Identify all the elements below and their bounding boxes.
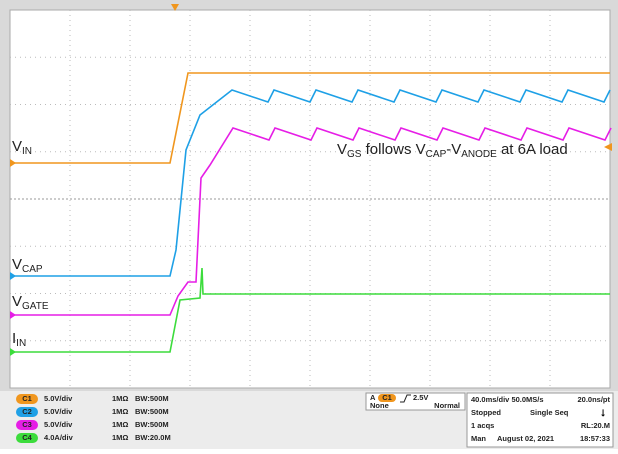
channel-impedance: 1MΩ	[112, 407, 128, 416]
channel-marker	[10, 272, 16, 280]
annotation: VGS follows VCAP-VANODE at 6A load	[337, 141, 568, 160]
channel-impedance: 1MΩ	[112, 420, 128, 429]
trace-vgate	[10, 127, 612, 316]
record-length: RL:20.M	[581, 421, 610, 430]
waveform-label: VGATE	[12, 293, 49, 312]
trigger-mode: Normal	[434, 401, 460, 410]
channel-badge	[16, 407, 38, 417]
trace-iin	[10, 267, 610, 353]
trigger-source: C1	[382, 393, 392, 402]
label-main: V	[12, 293, 22, 310]
annotation-part: follows V	[361, 141, 425, 158]
channel-marker	[10, 348, 16, 356]
label-main: V	[12, 256, 22, 273]
resolution: 20.0ns/pt	[577, 395, 610, 404]
channel-bandwidth: BW:500M	[135, 420, 169, 429]
channel-badge-label: C2	[22, 407, 32, 416]
channel-scale: 5.0V/div	[44, 394, 73, 403]
channel-bandwidth: BW:500M	[135, 394, 169, 403]
trigger-label: A	[370, 393, 376, 402]
channel-badge	[16, 394, 38, 404]
channel-scale: 4.0A/div	[44, 433, 74, 442]
waveform-label: VIN	[12, 138, 32, 157]
label-main: V	[12, 138, 22, 155]
channel-badge-label: C4	[22, 433, 32, 442]
waveform-label: IIN	[12, 330, 26, 349]
channel-impedance: 1MΩ	[112, 433, 128, 442]
channel-scale: 5.0V/div	[44, 420, 73, 429]
channel-impedance: 1MΩ	[112, 394, 128, 403]
trigger-level-marker	[604, 143, 612, 151]
timebase: 40.0ms/div 50.0MS/s	[471, 395, 544, 404]
channel-bandwidth: BW:500M	[135, 407, 169, 416]
channel-bandwidth: BW:20.0M	[135, 433, 171, 442]
channel-badge	[16, 420, 38, 430]
label-sub: CAP	[22, 264, 43, 275]
acq-date: August 02, 2021	[497, 434, 554, 443]
trace-vin	[10, 72, 610, 164]
channel-badge-label: C1	[22, 394, 32, 403]
label-sub: IN	[22, 146, 32, 157]
label-sub: IN	[16, 338, 26, 349]
trigger-edge-icon	[400, 394, 411, 403]
channel-marker	[10, 311, 16, 319]
annotation-part: -V	[446, 141, 461, 158]
trigger-source-badge	[378, 394, 396, 402]
label-main: I	[12, 330, 16, 347]
acq-state: Stopped	[471, 408, 501, 417]
label-sub: GATE	[22, 301, 49, 312]
channel-badge-label: C3	[22, 420, 32, 429]
acquisition-box	[466, 392, 614, 448]
channel-scale: 5.0V/div	[44, 407, 73, 416]
annotation-part: GS	[347, 149, 362, 160]
annotation-part: ANODE	[461, 149, 497, 160]
acq-time: 18:57:33	[580, 434, 610, 443]
annotation-part: CAP	[426, 149, 447, 160]
trace-vcap	[10, 89, 611, 277]
acq-arrow-icon: ⭣	[601, 409, 606, 420]
channel-list: C1 5.0V/div 1MΩ BW:500M C2 5.0V/div 1MΩ BW:500M…	[16, 394, 171, 443]
waveform-label: VCAP	[12, 256, 43, 275]
acq-mode: Man	[471, 434, 486, 443]
channel-marker	[10, 159, 16, 167]
annotation-part: at 6A load	[497, 141, 568, 158]
channel-badge	[16, 433, 38, 443]
acq-sequence: Single Seq	[530, 408, 569, 417]
acq-count: 1 acqs	[471, 421, 494, 430]
grid	[10, 10, 610, 388]
trigger-level: 2.5V	[413, 393, 428, 402]
waveforms	[10, 72, 612, 356]
trigger-coupling: None	[370, 401, 389, 410]
annotation-part: V	[337, 141, 347, 158]
trigger-position-marker	[171, 4, 179, 11]
